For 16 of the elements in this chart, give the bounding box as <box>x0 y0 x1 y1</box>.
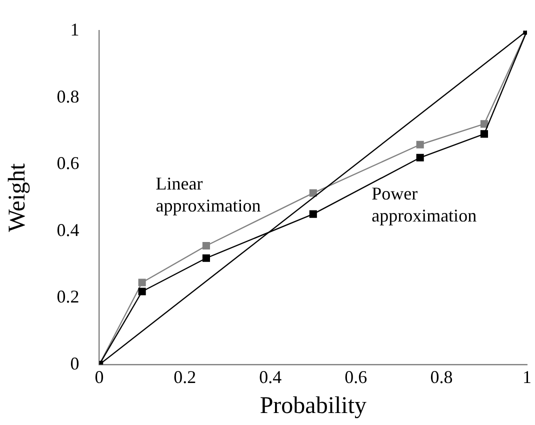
y-tick-label: 0 <box>70 353 80 374</box>
x-axis-title: Probability <box>260 392 366 419</box>
y-tick-label: 0.4 <box>56 220 80 240</box>
x-tick-label: 0.2 <box>174 367 196 388</box>
y-axis-title: Weight <box>4 163 31 232</box>
x-tick-label: 0.8 <box>430 367 453 388</box>
series-label: Linear approximation <box>156 174 261 216</box>
series-label: Power approximation <box>372 183 477 226</box>
y-tick-label: 0.8 <box>56 86 80 106</box>
x-tick-label: 0 <box>94 367 104 388</box>
x-tick-label: 1 <box>522 367 532 388</box>
y-tick-label: 0.2 <box>56 286 80 307</box>
x-tick-label: 0.4 <box>259 367 282 388</box>
x-tick-label: 0.6 <box>344 367 368 388</box>
y-tick-label: 0.6 <box>56 153 80 174</box>
y-tick-label: 1 <box>70 20 80 40</box>
